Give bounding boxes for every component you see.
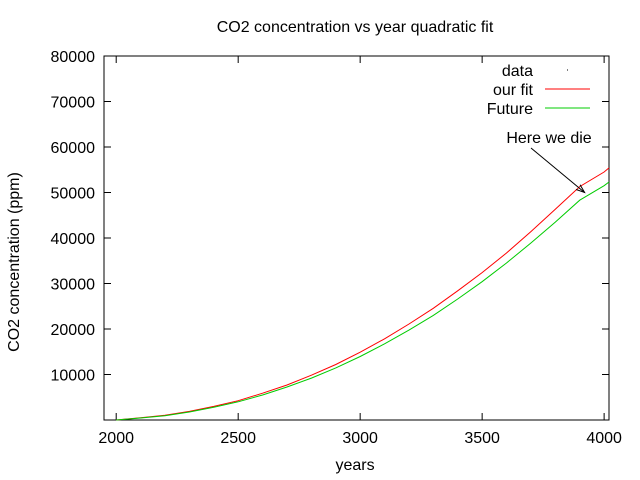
annotation-arrow — [530, 147, 585, 193]
legend-label: Future — [487, 101, 533, 118]
x-tick-label: 4000 — [586, 430, 622, 447]
annotation-label: Here we die — [506, 130, 591, 147]
series-layer — [116, 167, 610, 421]
legend-label: our fit — [493, 82, 534, 99]
x-tick-label: 3500 — [464, 430, 500, 447]
axis-ticks: 2000 2500 3000 3500 4000 10000 20000 30000 40000… — [51, 49, 623, 447]
legend-symbol — [567, 69, 568, 71]
legend-label: data — [502, 63, 533, 80]
legend: data our fit Future — [487, 63, 590, 118]
series-line-our-fit — [116, 167, 610, 421]
chart-title: CO2 concentration vs year quadratic fit — [217, 19, 494, 36]
y-tick-label: 80000 — [51, 49, 96, 66]
y-tick-label: 70000 — [51, 95, 96, 112]
y-tick-label: 40000 — [51, 231, 96, 248]
x-axis-label: years — [335, 457, 374, 474]
y-tick-label: 30000 — [51, 277, 96, 294]
annotation-arrowhead — [575, 184, 586, 194]
x-tick-label: 2500 — [220, 430, 256, 447]
y-tick-label: 20000 — [51, 322, 96, 339]
y-tick-label: 50000 — [51, 186, 96, 203]
annotation: Here we die — [506, 130, 592, 194]
y-axis-label: CO2 concentration (ppm) — [6, 172, 23, 352]
y-tick-label: 10000 — [51, 368, 96, 385]
x-tick-label: 2000 — [98, 430, 134, 447]
y-tick-label: 60000 — [51, 140, 96, 157]
plot-frame — [103, 55, 610, 421]
x-tick-label: 3000 — [342, 430, 378, 447]
series-line-future — [116, 181, 610, 421]
